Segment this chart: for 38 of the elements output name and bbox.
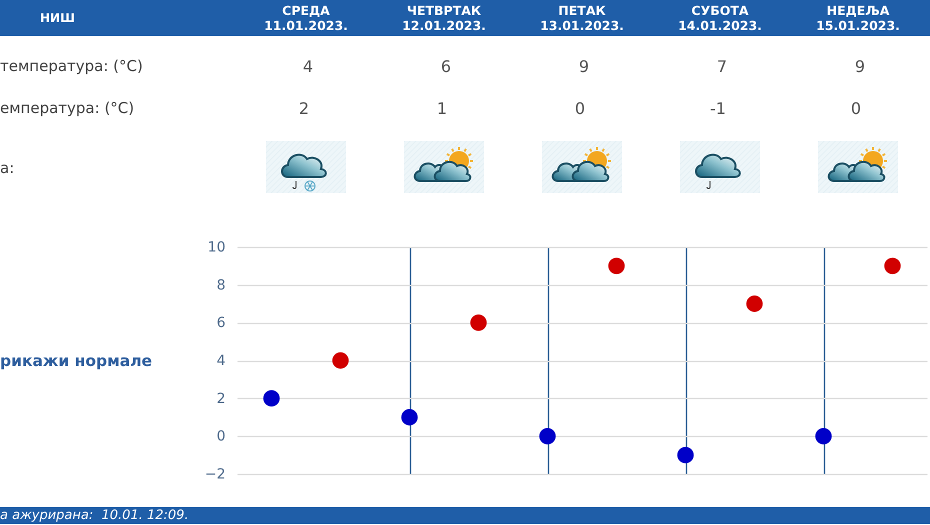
text: а ажурирана: 10.01. 12:09. (0, 507, 189, 524)
text: СРЕДА 11.01.2023. (264, 3, 348, 33)
data-label: 2 (298, 99, 310, 118)
y-tick-label: 6 (216, 315, 226, 332)
point (677, 446, 694, 464)
y-tick-label: 0 (216, 428, 226, 445)
text: температура: (°C) (0, 57, 143, 75)
text: ПЕТАК 13.01.2023. (540, 3, 624, 33)
text: НЕДЕЉА 15.01.2023. (816, 3, 900, 33)
point (470, 314, 487, 331)
point (263, 390, 280, 407)
point (332, 352, 349, 369)
data-label: 9 (578, 57, 590, 76)
data-label: 9 (854, 57, 866, 76)
point (539, 428, 556, 444)
data-label: 0 (850, 99, 862, 118)
text: рикажи нормале (0, 352, 152, 370)
text: ЧЕТВРТАК 12.01.2023. (402, 3, 486, 33)
data-label: 4 (302, 57, 314, 76)
data-label: -1 (710, 99, 726, 118)
point (815, 428, 832, 444)
point (884, 258, 901, 274)
point (746, 296, 763, 312)
data-label: 1 (436, 99, 448, 118)
text: НИШ (40, 11, 75, 25)
y-tick-label: 10 (208, 240, 226, 256)
point (401, 409, 418, 426)
y-tick-label: 2 (216, 390, 226, 407)
y-tick-label: 8 (216, 277, 226, 294)
text: а: (0, 159, 14, 177)
y-tick-label: 4 (216, 353, 226, 369)
data-label: 6 (440, 57, 452, 76)
data-label: 7 (716, 57, 728, 76)
point (608, 258, 625, 274)
data-label: 0 (574, 99, 586, 118)
text: СУБОТА 14.01.2023. (678, 3, 762, 33)
y-tick-label: −2 (204, 466, 226, 482)
text: емпература: (°C) (0, 99, 134, 117)
